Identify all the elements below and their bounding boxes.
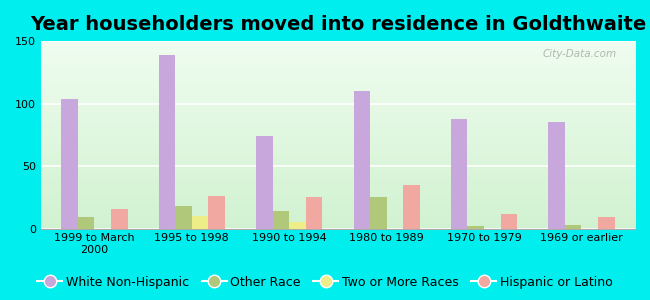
Bar (159, 55, 176, 229)
Bar (467, 226, 484, 229)
Bar (256, 136, 272, 229)
Text: City-Data.com: City-Data.com (543, 49, 618, 58)
Bar (78, 217, 94, 229)
Bar (192, 216, 209, 229)
Bar (272, 211, 289, 229)
Bar (354, 91, 370, 229)
Bar (565, 225, 582, 229)
Bar (500, 214, 517, 229)
Bar (451, 118, 467, 229)
Bar (451, 118, 467, 229)
Bar (78, 217, 94, 229)
Bar (289, 222, 306, 229)
Bar (111, 208, 127, 229)
Bar (549, 122, 565, 229)
Title: Year householders moved into residence in Goldthwaite: Year householders moved into residence i… (30, 15, 646, 34)
Bar (176, 206, 192, 229)
Bar (176, 206, 192, 229)
Bar (549, 122, 565, 229)
Bar (61, 99, 78, 229)
Bar (598, 217, 614, 229)
Bar (209, 196, 225, 229)
Bar (306, 197, 322, 229)
Bar (306, 197, 322, 229)
Bar (403, 185, 420, 229)
Bar (370, 197, 387, 229)
Bar (272, 211, 289, 229)
Bar (565, 225, 582, 229)
Bar (159, 55, 176, 229)
Bar (500, 214, 517, 229)
Bar (289, 222, 306, 229)
Bar (209, 196, 225, 229)
Bar (111, 208, 127, 229)
Bar (61, 99, 78, 229)
Legend: White Non-Hispanic, Other Race, Two or More Races, Hispanic or Latino: White Non-Hispanic, Other Race, Two or M… (32, 271, 617, 294)
Bar (598, 217, 614, 229)
Bar (467, 226, 484, 229)
Bar (403, 185, 420, 229)
Bar (256, 136, 272, 229)
Bar (192, 216, 209, 229)
Bar (354, 91, 370, 229)
Bar (370, 197, 387, 229)
